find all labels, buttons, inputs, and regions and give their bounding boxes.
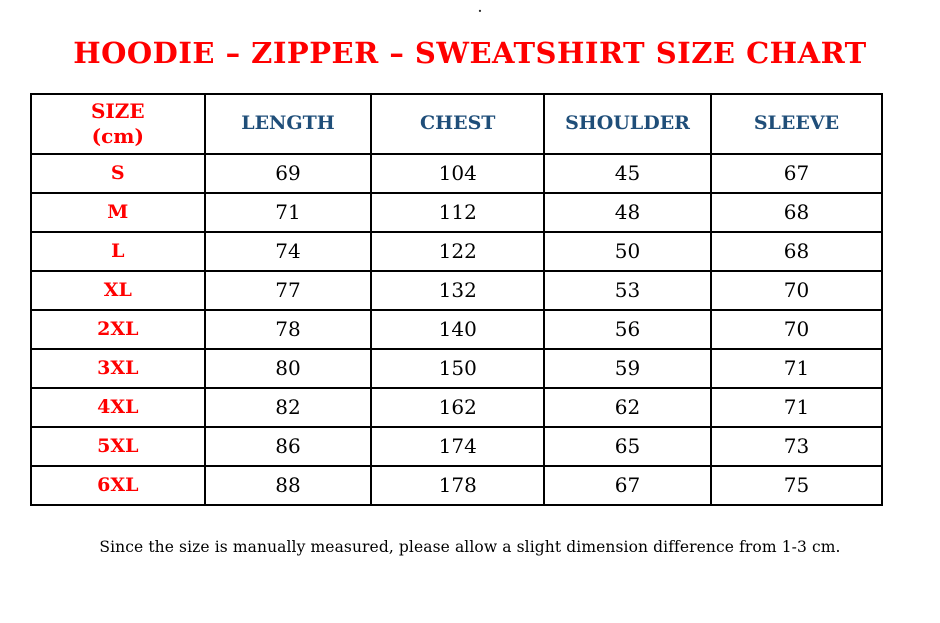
value-cell: 71 [709, 348, 884, 389]
value-cell: 68 [709, 231, 884, 272]
value-cell: 50 [543, 231, 712, 272]
value-cell: 59 [543, 348, 712, 389]
value-cell: 71 [203, 192, 373, 233]
table-row: L 74 122 50 68 [30, 231, 884, 272]
value-cell: 45 [543, 153, 712, 194]
size-chart-header: SIZE (cm) LENGTH CHEST SHOULDER SLEEVE [30, 93, 884, 155]
stray-dot-mark: . [477, 1, 483, 15]
size-cell: M [30, 192, 206, 233]
size-cell: 3XL [30, 348, 206, 389]
value-cell: 48 [543, 192, 712, 233]
value-cell: 77 [203, 270, 373, 311]
value-cell: 104 [370, 153, 546, 194]
value-cell: 56 [543, 309, 712, 350]
table-row: 6XL 88 178 67 75 [30, 465, 884, 506]
value-cell: 71 [709, 387, 884, 428]
value-cell: 162 [370, 387, 546, 428]
value-cell: 70 [709, 309, 884, 350]
size-cell: 4XL [30, 387, 206, 428]
size-cell: 6XL [30, 465, 206, 506]
value-cell: 178 [370, 465, 546, 506]
value-cell: 78 [203, 309, 373, 350]
value-cell: 68 [709, 192, 884, 233]
value-cell: 80 [203, 348, 373, 389]
column-header-size: SIZE (cm) [30, 93, 206, 155]
size-cell: XL [30, 270, 206, 311]
measurement-note: Since the size is manually measured, ple… [99, 538, 841, 556]
table-row: 2XL 78 140 56 70 [30, 309, 884, 350]
value-cell: 62 [543, 387, 712, 428]
value-cell: 69 [203, 153, 373, 194]
value-cell: 70 [709, 270, 884, 311]
column-header-length: LENGTH [203, 93, 373, 155]
column-header-shoulder: SHOULDER [543, 93, 712, 155]
value-cell: 122 [370, 231, 546, 272]
column-header-chest: CHEST [370, 93, 546, 155]
value-cell: 67 [709, 153, 884, 194]
value-cell: 65 [543, 426, 712, 467]
value-cell: 86 [203, 426, 373, 467]
page-title: HOODIE – ZIPPER – SWEATSHIRT SIZE CHART [73, 36, 867, 70]
value-cell: 73 [709, 426, 884, 467]
size-cell: S [30, 153, 206, 194]
value-cell: 88 [203, 465, 373, 506]
size-chart-body: S 69 104 45 67 M 71 112 48 68 L 74 122 50 68 XL 77 132 53 7… [30, 153, 884, 506]
size-cell: 5XL [30, 426, 206, 467]
table-row: 5XL 86 174 65 73 [30, 426, 884, 467]
value-cell: 174 [370, 426, 546, 467]
value-cell: 75 [709, 465, 884, 506]
column-header-sleeve: SLEEVE [709, 93, 884, 155]
table-row: S 69 104 45 67 [30, 153, 884, 194]
value-cell: 112 [370, 192, 546, 233]
value-cell: 132 [370, 270, 546, 311]
value-cell: 82 [203, 387, 373, 428]
value-cell: 67 [543, 465, 712, 506]
table-row: XL 77 132 53 70 [30, 270, 884, 311]
value-cell: 150 [370, 348, 546, 389]
value-cell: 140 [370, 309, 546, 350]
table-row: 4XL 82 162 62 71 [30, 387, 884, 428]
table-row: 3XL 80 150 59 71 [30, 348, 884, 389]
value-cell: 53 [543, 270, 712, 311]
header-row: SIZE (cm) LENGTH CHEST SHOULDER SLEEVE [30, 93, 884, 155]
value-cell: 74 [203, 231, 373, 272]
size-cell: L [30, 231, 206, 272]
size-chart-table: SIZE (cm) LENGTH CHEST SHOULDER SLEEVE S… [30, 93, 884, 506]
size-cell: 2XL [30, 309, 206, 350]
table-row: M 71 112 48 68 [30, 192, 884, 233]
